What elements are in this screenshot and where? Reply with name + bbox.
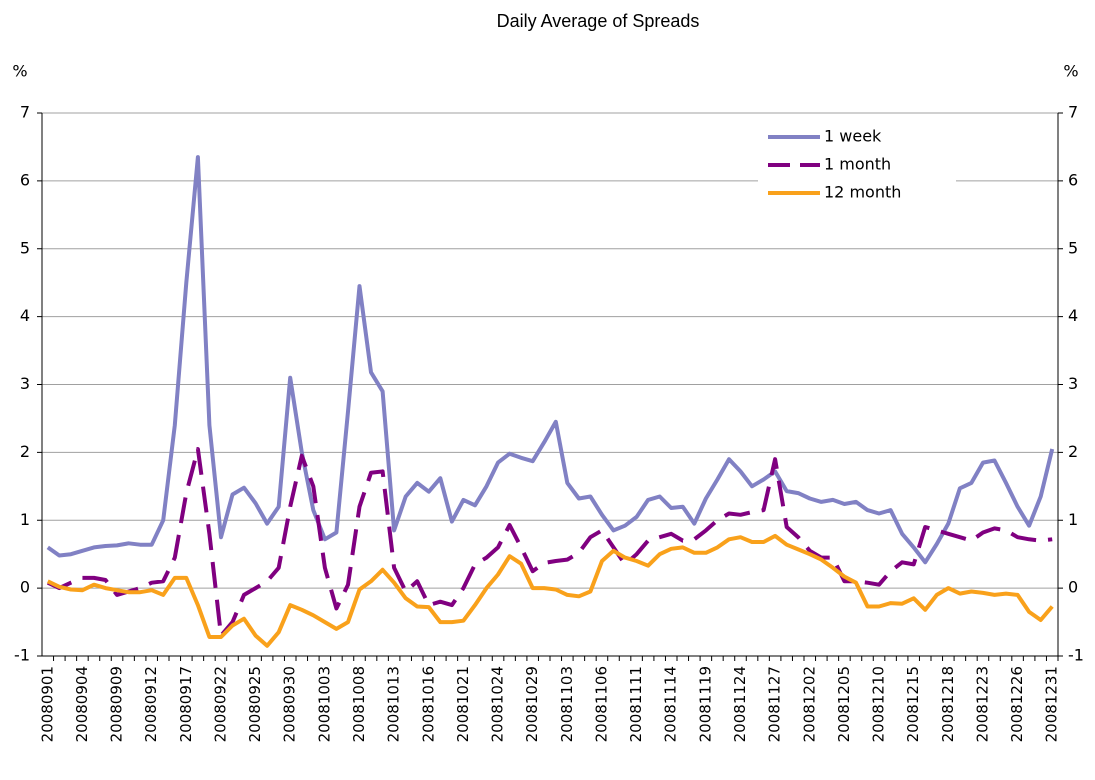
y2-tick-label: 5: [1068, 238, 1078, 257]
y-tick-label: 5: [20, 238, 30, 257]
x-tick-label: 20081205: [835, 666, 853, 742]
y-tick-label: 0: [20, 578, 30, 597]
x-tick-label: 20081021: [454, 666, 472, 742]
x-tick-label: 20081103: [558, 666, 576, 742]
y-tick-label: -1: [14, 646, 30, 665]
x-tick-label: 20081215: [904, 666, 922, 742]
x-tick-label: 20081111: [627, 666, 645, 742]
y2-tick-label: 2: [1068, 442, 1078, 461]
x-tick-label: 20081124: [731, 666, 749, 742]
chart-title: Daily Average of Spreads: [497, 11, 700, 31]
legend-label: 12 month: [824, 183, 901, 202]
x-tick-label: 20081029: [523, 666, 541, 742]
x-tick-label: 20081202: [800, 666, 818, 742]
y2-tick-label: 1: [1068, 510, 1078, 529]
legend-label: 1 month: [824, 155, 891, 174]
x-tick-label: 20081106: [592, 666, 610, 742]
y-tick-label: 3: [20, 374, 30, 393]
y2-tick-label: -1: [1068, 646, 1084, 665]
y-tick-label: 2: [20, 442, 30, 461]
legend-label: 1 week: [824, 127, 882, 146]
y-tick-label: 4: [20, 306, 30, 325]
y-tick-label: 6: [20, 170, 30, 189]
y2-tick-label: 7: [1068, 103, 1078, 122]
x-tick-label: 20080930: [281, 666, 299, 742]
y2-tick-label: 6: [1068, 170, 1078, 189]
x-tick-label: 20081210: [870, 666, 888, 742]
x-tick-label: 20081119: [696, 666, 714, 742]
x-tick-label: 20080925: [246, 666, 264, 742]
y2-tick-label: 4: [1068, 306, 1078, 325]
x-tick-label: 20081231: [1043, 666, 1061, 742]
x-tick-label: 20081024: [489, 666, 507, 742]
x-tick-label: 20081226: [1008, 666, 1026, 742]
line-series: [46, 533, 1054, 648]
x-tick-label: 20080904: [73, 666, 91, 742]
x-tick-label: 20081127: [766, 666, 784, 742]
y-tick-label: 7: [20, 103, 30, 122]
y2-axis-label: %: [1063, 62, 1078, 81]
y2-tick-label: 3: [1068, 374, 1078, 393]
x-tick-label: 20081013: [385, 666, 403, 742]
line-series: [46, 447, 1053, 638]
y-tick-label: 1: [20, 510, 30, 529]
x-tick-label: 20081008: [350, 666, 368, 742]
x-tick-label: 20081114: [662, 666, 680, 742]
x-tick-label: 20081218: [939, 666, 957, 742]
x-tick-label: 20081016: [419, 666, 437, 742]
x-tick-label: 20081223: [973, 666, 991, 742]
line-series: [46, 155, 1055, 565]
x-tick-label: 20080917: [177, 666, 195, 742]
y-axis-label: %: [12, 62, 27, 81]
x-tick-label: 20080909: [108, 666, 126, 742]
x-tick-label: 20080922: [211, 666, 229, 742]
x-tick-label: 20080912: [142, 666, 160, 742]
y2-tick-label: 0: [1068, 578, 1078, 597]
x-tick-label: 20080901: [38, 666, 56, 742]
x-tick-label: 20081003: [315, 666, 333, 742]
